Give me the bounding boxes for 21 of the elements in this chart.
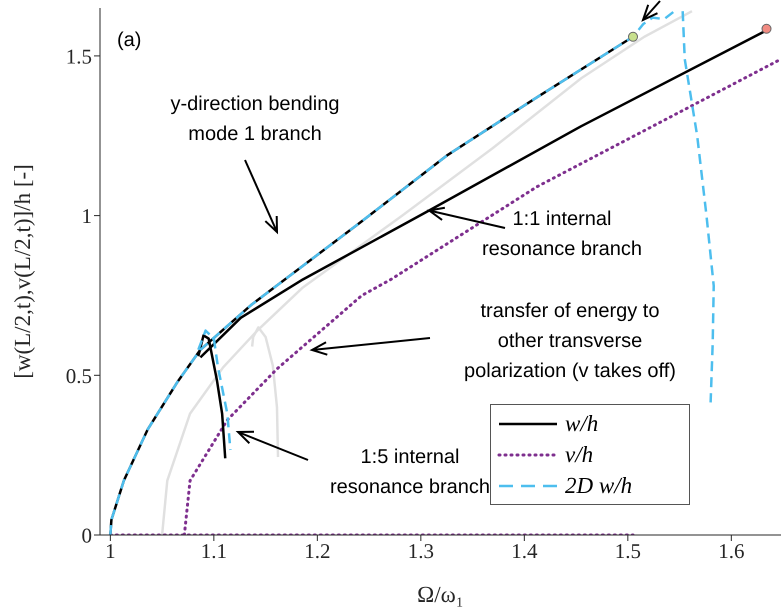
- x-tick-label: 1.4: [511, 538, 538, 563]
- legend-label: v/h: [565, 442, 594, 468]
- y-tick-label: 1: [82, 204, 92, 228]
- legend-label: 2D w/h: [565, 472, 632, 498]
- annotation: y-direction bending mode 1 branch: [170, 93, 340, 145]
- x-tick-label: 1: [105, 538, 116, 563]
- annotation: 1:5 internal resonance branch: [330, 446, 490, 498]
- y-tick-label: 0: [82, 523, 92, 548]
- x-tick-label: 1.6: [718, 538, 744, 563]
- x-tick-label: 1.1: [200, 538, 227, 563]
- annotation: 1:1 internal resonance branch: [482, 208, 642, 260]
- annotation: (a): [117, 29, 142, 51]
- y-tick-label: 1.5: [66, 44, 92, 68]
- x-tick-label: 1.3: [408, 538, 434, 563]
- annotation: transfer of energy to other transverse polarization (v takes off): [464, 300, 676, 382]
- x-axis-title: Ω/ω₁: [417, 582, 464, 607]
- y-axis-title: [w(L/2,t),v(L/2,t)]/h [-]: [10, 164, 35, 379]
- x-tick-label: 1.2: [304, 538, 330, 563]
- legend-label: w/h: [565, 410, 598, 436]
- y-tick-label: 0.5: [66, 364, 92, 388]
- x-tick-label: 1.5: [614, 538, 641, 563]
